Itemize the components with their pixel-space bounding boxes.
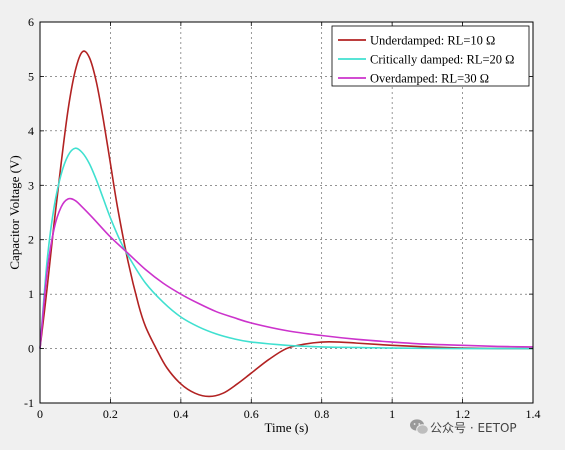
x-tick-label: 1.4 [526,407,541,421]
series-line-underdamped [39,50,534,398]
legend: Underdamped: RL=10 Ω Critically damped: R… [331,25,530,87]
y-tick-label: 5 [28,69,34,83]
series-line-overdamped [39,197,534,349]
wechat-icon [410,419,429,435]
x-tick-label: 0.2 [103,407,118,421]
y-tick-label: 0 [28,342,34,356]
legend-label-critically-damped: Critically damped: RL=20 Ω [370,53,514,67]
y-tick-label: 3 [28,178,34,192]
y-tick-label: 1 [28,287,34,301]
x-axis-label: Time (s) [265,420,309,435]
x-tick-label: 0.8 [314,407,329,421]
legend-label-underdamped: Underdamped: RL=10 Ω [370,34,495,48]
y-tick-label: 2 [28,233,34,247]
y-tick-label: -1 [24,396,34,410]
watermark: 公众号 · EETOP [410,419,517,435]
series-lines [39,50,534,398]
x-tick-label: 0.4 [173,407,188,421]
y-axis-label: Capacitor Voltage (V) [7,155,22,269]
watermark-text: 公众号 · EETOP [430,421,517,435]
legend-label-overdamped: Overdamped: RL=30 Ω [370,72,489,86]
x-tick-label: 1.2 [455,407,470,421]
legend-box [331,25,530,87]
plot-frame [39,21,534,404]
x-tick-label: 0.6 [244,407,259,421]
x-tick-label: 0 [37,407,43,421]
series-line-critically-damped [39,147,534,350]
x-tick-label: 1 [389,407,395,421]
y-tick-label: 4 [28,124,34,138]
y-tick-label: 6 [28,15,34,29]
